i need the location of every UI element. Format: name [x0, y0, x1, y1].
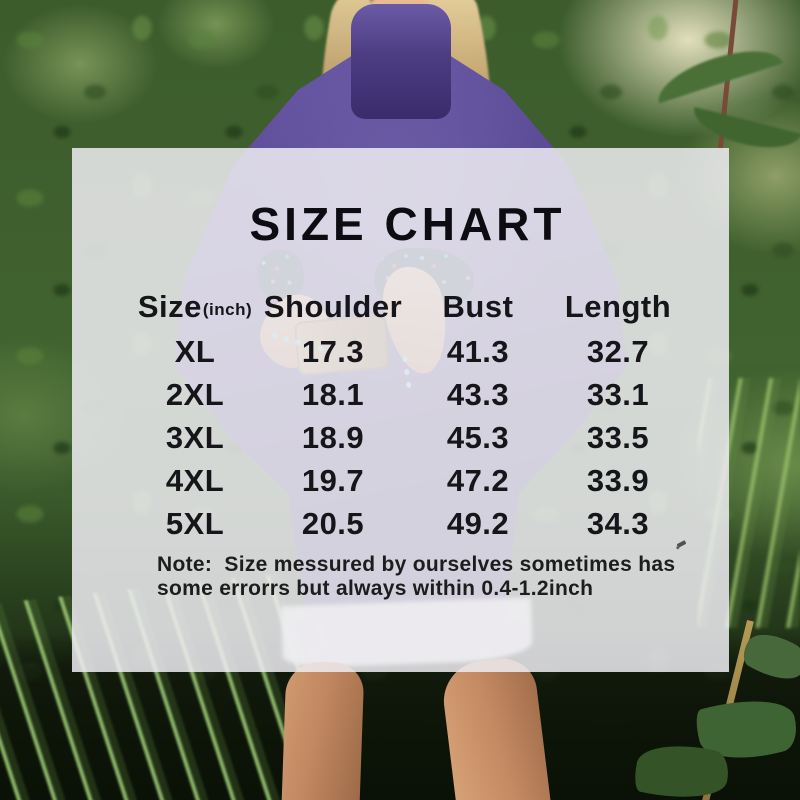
bust-cell: 47.2	[446, 462, 510, 498]
column-header-bust: Bust	[442, 289, 514, 324]
shoulder-cell: 18.9	[301, 419, 365, 455]
bust-cell: 41.3	[446, 333, 510, 369]
length-cell: 33.9	[586, 462, 650, 498]
shoulder-cell: 20.5	[301, 505, 365, 541]
size-cell: 5XL	[165, 505, 225, 541]
column-header-size: Size (inch)	[135, 284, 255, 330]
column-header-length: Length	[564, 289, 672, 324]
size-chart-title: SIZE CHART	[249, 198, 566, 250]
shoulder-cell: 17.3	[301, 333, 365, 369]
turtleneck-collar	[351, 4, 451, 119]
size-chart-panel: SIZE CHART Size (inch) Shoulder Bust Leng…	[72, 148, 729, 672]
bust-cell: 49.2	[446, 505, 510, 541]
measurement-note: Note: Size messured by ourselves sometim…	[157, 553, 675, 601]
length-cell: 33.5	[586, 419, 650, 455]
size-header-label: Size	[137, 289, 202, 324]
size-cell: 4XL	[165, 462, 225, 498]
column-header-shoulder: Shoulder	[263, 289, 403, 324]
model-leg-left	[281, 660, 365, 800]
size-cell: XL	[174, 333, 216, 369]
unit-label: (inch)	[202, 300, 253, 319]
length-cell: 34.3	[586, 505, 650, 541]
length-cell: 32.7	[586, 333, 650, 369]
size-cell: 3XL	[165, 419, 225, 455]
size-cell: 2XL	[165, 376, 225, 412]
bust-cell: 43.3	[446, 376, 510, 412]
note-line-2: some errorrs but always within 0.4-1.2in…	[157, 577, 594, 600]
shoulder-cell: 19.7	[301, 462, 365, 498]
note-line-1: Note: Size messured by ourselves sometim…	[157, 553, 676, 576]
length-cell: 33.1	[586, 376, 650, 412]
shoulder-cell: 18.1	[301, 376, 365, 412]
size-table: Size (inch) Shoulder Bust Length XL 17.3 …	[135, 284, 691, 545]
bust-cell: 45.3	[446, 419, 510, 455]
